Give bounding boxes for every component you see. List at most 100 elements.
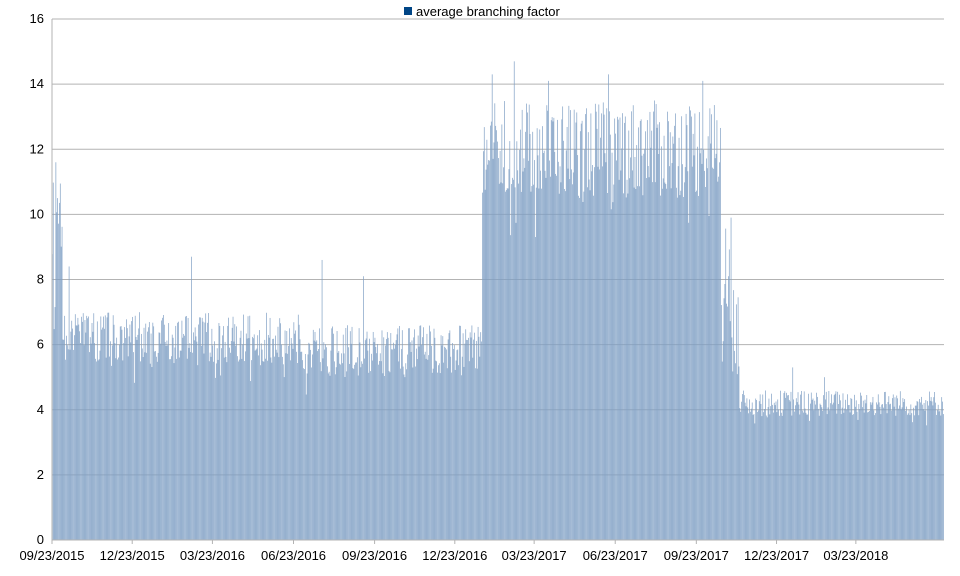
bar [742,394,743,540]
bar [202,321,204,540]
bar [547,110,549,540]
bar [56,212,58,540]
bar [170,359,171,540]
bar [424,351,426,540]
bar [696,190,698,540]
bar [237,356,238,540]
bar [143,327,145,540]
bar [203,353,205,540]
bar [255,349,257,540]
bar [899,391,901,540]
bar [562,106,564,540]
bar [380,361,382,540]
bar [141,348,143,540]
bar [690,110,691,540]
bar [407,354,408,540]
bar [386,339,387,540]
x-tick-label: 03/23/2016 [180,548,245,563]
bar [545,177,547,540]
bar [329,375,331,540]
bar [84,320,86,540]
bar [552,121,554,540]
bar [495,125,497,541]
bar [133,382,135,540]
bar [462,333,464,540]
bar [718,176,720,540]
bar [682,164,683,540]
bar [843,412,845,540]
bar [401,330,403,540]
bar [896,395,898,540]
bar [476,368,478,540]
bar [869,411,870,540]
bar [900,409,902,540]
bar [591,171,593,540]
bar [282,364,284,540]
bar [451,372,452,540]
bar [669,166,670,540]
bar [211,328,213,540]
bar [899,405,900,540]
bar [574,149,576,540]
bar [856,411,858,540]
bar [527,160,529,540]
bar [156,361,158,540]
bar [884,391,886,540]
bar [355,362,356,540]
bar [425,358,427,540]
bar [337,352,339,540]
y-tick-label: 4 [37,402,44,417]
bar [919,398,921,540]
bar [833,395,835,540]
bar [655,104,657,540]
bar [259,330,260,540]
bar [350,343,352,540]
bar [265,358,266,540]
bar [361,361,363,540]
bar [604,153,606,540]
bar [251,360,252,540]
bar [904,399,906,540]
bar [639,120,641,540]
bar [592,165,593,540]
bar [597,166,599,540]
bar [651,130,653,540]
bar [933,397,935,540]
bar [755,398,757,540]
bar [628,130,630,541]
bar [884,392,885,540]
bar [678,137,680,540]
bar [59,183,61,541]
bar [621,148,623,540]
bar [436,361,437,540]
bar [600,137,601,540]
bar [81,321,83,540]
bar [791,415,793,540]
bar [58,223,59,541]
bar [193,332,194,540]
bar [577,155,579,540]
bar [457,349,459,540]
bar [561,119,563,541]
bar [568,105,570,541]
bar [642,195,644,541]
bar [777,399,779,540]
bar [758,410,759,540]
bar [267,334,269,540]
bar [422,337,423,540]
bar [605,162,607,540]
bar [359,342,361,540]
bar [173,363,175,540]
bar [766,417,768,540]
bar [695,191,697,541]
bar [639,186,640,540]
bar [465,329,467,540]
bar [481,341,482,540]
bar [385,345,386,540]
bar [400,368,401,540]
bar [863,412,865,540]
bar [729,321,731,540]
bar [563,140,564,541]
bar [88,316,89,540]
bar [66,345,68,540]
